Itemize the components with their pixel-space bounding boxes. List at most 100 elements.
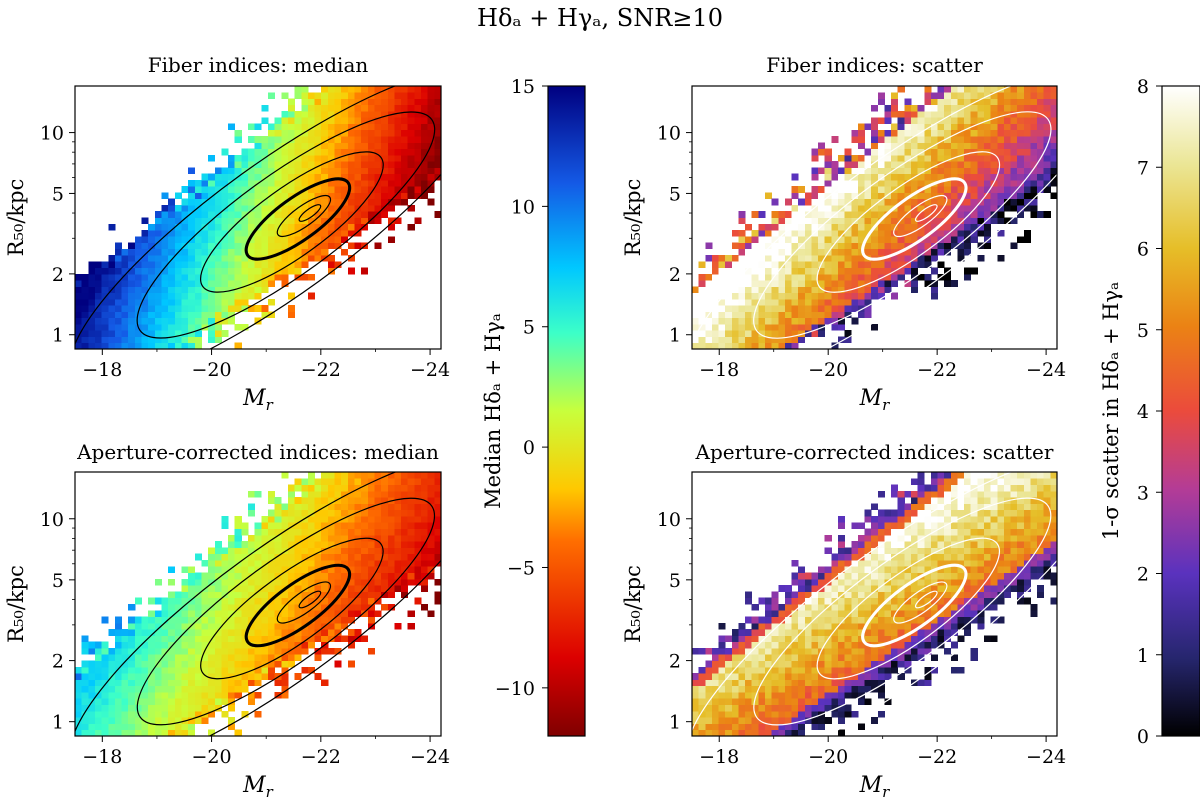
heatmap-cell — [911, 509, 919, 517]
heatmap-cell — [765, 673, 773, 680]
heatmap-cell — [758, 280, 766, 287]
heatmap-cell — [75, 685, 83, 693]
heatmap-cell — [705, 729, 713, 737]
heatmap-cell — [891, 522, 899, 529]
heatmap-cell — [891, 161, 899, 168]
heatmap-cell — [838, 629, 846, 636]
heatmap-cell — [81, 273, 89, 281]
heatmap-cell — [751, 211, 759, 218]
heatmap-cell — [354, 136, 362, 143]
heatmap-cell — [208, 236, 216, 243]
heatmap-cell — [154, 255, 162, 262]
heatmap-cell — [765, 729, 773, 737]
heatmap-cell — [897, 267, 905, 275]
heatmap-cell — [94, 292, 103, 300]
heatmap-cell — [884, 148, 892, 156]
heatmap-cell — [1023, 198, 1031, 206]
heatmap-cell — [692, 317, 700, 325]
heatmap-cell — [374, 104, 382, 112]
heatmap-cell — [221, 572, 229, 580]
heatmap-cell — [997, 123, 1005, 131]
heatmap-cell — [228, 261, 236, 268]
heatmap-cell — [327, 616, 335, 624]
heatmap-cell — [301, 478, 309, 485]
heatmap-cell — [1003, 129, 1011, 137]
heatmap-cell — [944, 104, 952, 112]
heatmap-cell — [174, 729, 182, 737]
heatmap-cell — [930, 547, 938, 555]
heatmap-cell — [784, 629, 792, 636]
heatmap-cell — [347, 255, 355, 262]
heatmap-cell — [877, 679, 885, 687]
heatmap-cell — [871, 560, 879, 567]
heatmap-cell — [804, 591, 812, 599]
heatmap-cell — [937, 186, 945, 193]
heatmap-cell — [287, 641, 295, 649]
heatmap-cell — [758, 641, 766, 649]
heatmap-cell — [214, 292, 222, 300]
heatmap-cell — [181, 230, 189, 237]
heatmap-cell — [128, 323, 136, 331]
heatmap-cell — [784, 685, 792, 693]
heatmap-cell — [228, 217, 236, 225]
heatmap-cell — [692, 323, 700, 331]
heatmap-cell — [930, 472, 938, 479]
heatmap-cell — [221, 710, 229, 718]
heatmap-cell — [765, 635, 773, 643]
heatmap-cell — [1010, 92, 1018, 99]
heatmap-cell — [904, 129, 912, 137]
heatmap-cell — [321, 610, 329, 617]
heatmap-cell — [871, 148, 879, 156]
heatmap-cell — [421, 484, 429, 492]
heatmap-cell — [154, 717, 162, 724]
heatmap-cell — [984, 211, 992, 218]
heatmap-cell — [917, 204, 925, 212]
heatmap-cell — [871, 541, 879, 548]
heatmap-cell — [267, 261, 276, 268]
heatmap-cell — [751, 660, 759, 668]
heatmap-cell — [334, 217, 342, 225]
heatmap-cell — [321, 173, 329, 181]
heatmap-cell — [778, 223, 786, 231]
heatmap-cell — [771, 336, 779, 344]
heatmap-cell — [88, 336, 96, 344]
heatmap-cell — [327, 629, 335, 636]
heatmap-cell — [1017, 129, 1025, 137]
heatmap-cell — [745, 648, 753, 655]
heatmap-cell — [407, 610, 415, 617]
heatmap-cell — [194, 323, 202, 331]
heatmap-cell — [367, 167, 375, 175]
heatmap-cell — [944, 509, 952, 517]
heatmap-cell — [75, 717, 83, 724]
heatmap-cell — [221, 255, 229, 262]
heatmap-cell — [1003, 86, 1011, 93]
heatmap-cell — [261, 173, 269, 181]
heatmap-cell — [771, 685, 779, 693]
heatmap-cell — [321, 528, 329, 536]
heatmap-cell — [871, 591, 879, 599]
heatmap-cell — [101, 261, 109, 268]
heatmap-cell — [327, 597, 335, 605]
heatmap-cell — [427, 478, 435, 485]
heatmap-cell — [347, 211, 355, 218]
heatmap-cell — [427, 136, 435, 143]
heatmap-cell — [434, 541, 442, 548]
heatmap-cell — [421, 516, 429, 523]
heatmap-cell — [434, 98, 442, 106]
heatmap-cell — [838, 622, 846, 630]
heatmap-cell — [1030, 104, 1038, 112]
heatmap-cell — [1003, 117, 1011, 124]
heatmap-cell — [984, 111, 992, 118]
heatmap-cell — [798, 585, 806, 592]
heatmap-cell — [877, 167, 885, 175]
heatmap-cell — [161, 710, 169, 718]
heatmap-cell — [718, 273, 726, 281]
heatmap-cell — [784, 698, 792, 705]
heatmap-cell — [254, 553, 262, 561]
heatmap-cell — [1030, 154, 1038, 162]
heatmap-cell — [194, 710, 202, 718]
heatmap-cell — [234, 578, 242, 586]
heatmap-cell — [414, 578, 422, 586]
heatmap-cell — [254, 635, 262, 643]
heatmap-cell — [188, 597, 196, 605]
